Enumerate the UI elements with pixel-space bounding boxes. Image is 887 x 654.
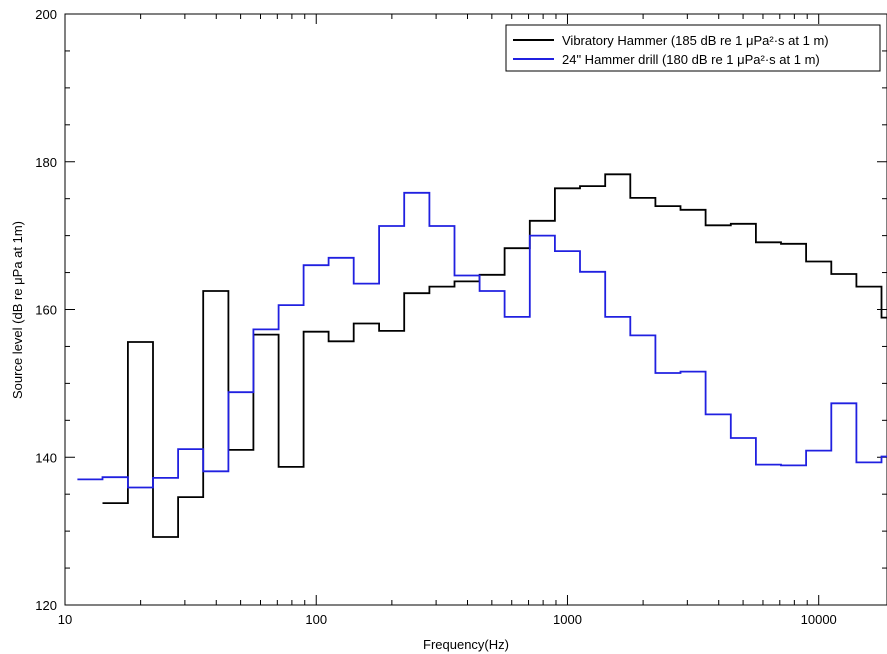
y-axis-title: Source level (dB re μPa at 1m) xyxy=(10,221,25,399)
x-tick-label: 1000 xyxy=(553,612,582,627)
y-tick-label: 180 xyxy=(35,155,57,170)
y-tick-label: 120 xyxy=(35,598,57,613)
y-tick-label: 160 xyxy=(35,303,57,318)
legend-box xyxy=(505,24,881,72)
axis-tick-labels: 10 100 1000 10000 120 140 160 180 200 xyxy=(35,7,836,627)
x-tick-label: 100 xyxy=(305,612,327,627)
y-tick-label: 200 xyxy=(35,7,57,22)
x-tick-label: 10 xyxy=(58,612,72,627)
legend-label-hammer-drill: 24" Hammer drill (180 dB re 1 μPa²·s at … xyxy=(562,52,820,67)
legend-label-vibratory-hammer: Vibratory Hammer (185 dB re 1 μPa²·s at … xyxy=(562,33,829,48)
series-line-0 xyxy=(102,173,887,538)
legend: Vibratory Hammer (185 dB re 1 μPa²·s at … xyxy=(505,24,881,72)
series-line-1 xyxy=(77,191,887,489)
series-layer xyxy=(77,173,887,538)
plot-frame xyxy=(64,13,887,606)
x-axis-title: Frequency(Hz) xyxy=(423,637,509,652)
axis-ticks xyxy=(64,13,887,606)
y-tick-label: 140 xyxy=(35,450,57,465)
x-tick-label: 10000 xyxy=(801,612,837,627)
